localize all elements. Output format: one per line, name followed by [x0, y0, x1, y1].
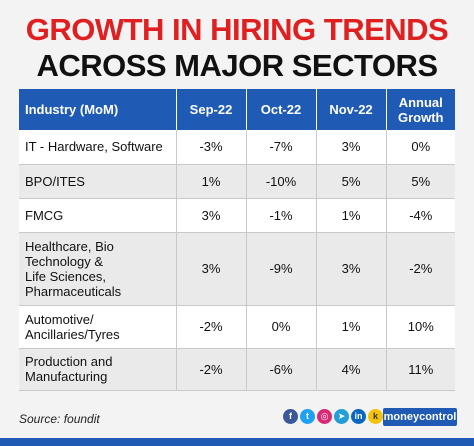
value-cell: 5%: [316, 164, 387, 199]
hiring-trends-table: Industry (MoM) Sep-22 Oct-22 Nov-22 Annual Gr…: [19, 89, 455, 391]
value-cell: -6%: [246, 348, 317, 391]
title-line-1: GROWTH IN HIRING TRENDS: [25, 12, 449, 47]
value-cell: 3%: [176, 232, 247, 306]
value-cell: 1%: [176, 164, 247, 199]
table-header-row: Industry (MoM) Sep-22 Oct-22 Nov-22 Annual Gr…: [19, 89, 455, 130]
value-cell: 5%: [386, 164, 455, 199]
table-row: Automotive/Ancillaries/Tyres -2% 0% 1% 10%: [19, 305, 455, 349]
value-cell: -1%: [246, 198, 317, 233]
value-cell: 11%: [386, 348, 455, 391]
instagram-icon[interactable]: ◎: [317, 409, 332, 424]
value-cell: -4%: [386, 198, 455, 233]
value-cell: 1%: [316, 198, 387, 233]
column-header: Sep-22: [176, 89, 247, 130]
source-note: Source: foundit: [19, 412, 100, 426]
value-cell: 3%: [316, 130, 387, 165]
table-row: Production and Manufacturing -2% -6% 4% 11%: [19, 348, 455, 391]
value-cell: -7%: [246, 130, 317, 165]
value-cell: 1%: [316, 305, 387, 349]
twitter-icon[interactable]: t: [300, 409, 315, 424]
table-row: IT - Hardware, Software -3% -7% 3% 0%: [19, 130, 455, 165]
industry-cell: Automotive/Ancillaries/Tyres: [19, 305, 177, 349]
title-line-2: ACROSS MAJOR SECTORS: [36, 48, 438, 83]
industry-cell: Healthcare, Bio Technology & Life Sciences…: [19, 232, 177, 306]
koo-icon[interactable]: k: [368, 409, 383, 424]
value-cell: 0%: [386, 130, 455, 165]
column-header: Industry (MoM): [19, 89, 177, 130]
column-header: Annual Growth: [386, 89, 455, 130]
linkedin-icon[interactable]: in: [351, 409, 366, 424]
value-cell: -10%: [246, 164, 317, 199]
value-cell: -2%: [386, 232, 455, 306]
industry-cell: Production and Manufacturing: [19, 348, 177, 391]
industry-cell: IT - Hardware, Software: [19, 130, 177, 165]
value-cell: -2%: [176, 305, 247, 349]
value-cell: 3%: [176, 198, 247, 233]
moneycontrol-logo: moneycontrol: [383, 408, 457, 426]
value-cell: 10%: [386, 305, 455, 349]
value-cell: -2%: [176, 348, 247, 391]
column-header: Oct-22: [246, 89, 317, 130]
facebook-icon[interactable]: f: [283, 409, 298, 424]
value-cell: -3%: [176, 130, 247, 165]
footer-bar: [0, 438, 474, 446]
industry-cell: FMCG: [19, 198, 177, 233]
value-cell: 3%: [316, 232, 387, 306]
table-body: IT - Hardware, Software -3% -7% 3% 0% BPO/ITE…: [19, 130, 455, 391]
industry-cell: BPO/ITES: [19, 164, 177, 199]
value-cell: -9%: [246, 232, 317, 306]
table-row: Healthcare, Bio Technology & Life Sciences…: [19, 232, 455, 306]
column-header: Nov-22: [316, 89, 387, 130]
table-row: BPO/ITES 1% -10% 5% 5%: [19, 164, 455, 199]
table-row: FMCG 3% -1% 1% -4%: [19, 198, 455, 233]
value-cell: 4%: [316, 348, 387, 391]
telegram-icon[interactable]: ➤: [334, 409, 349, 424]
value-cell: 0%: [246, 305, 317, 349]
